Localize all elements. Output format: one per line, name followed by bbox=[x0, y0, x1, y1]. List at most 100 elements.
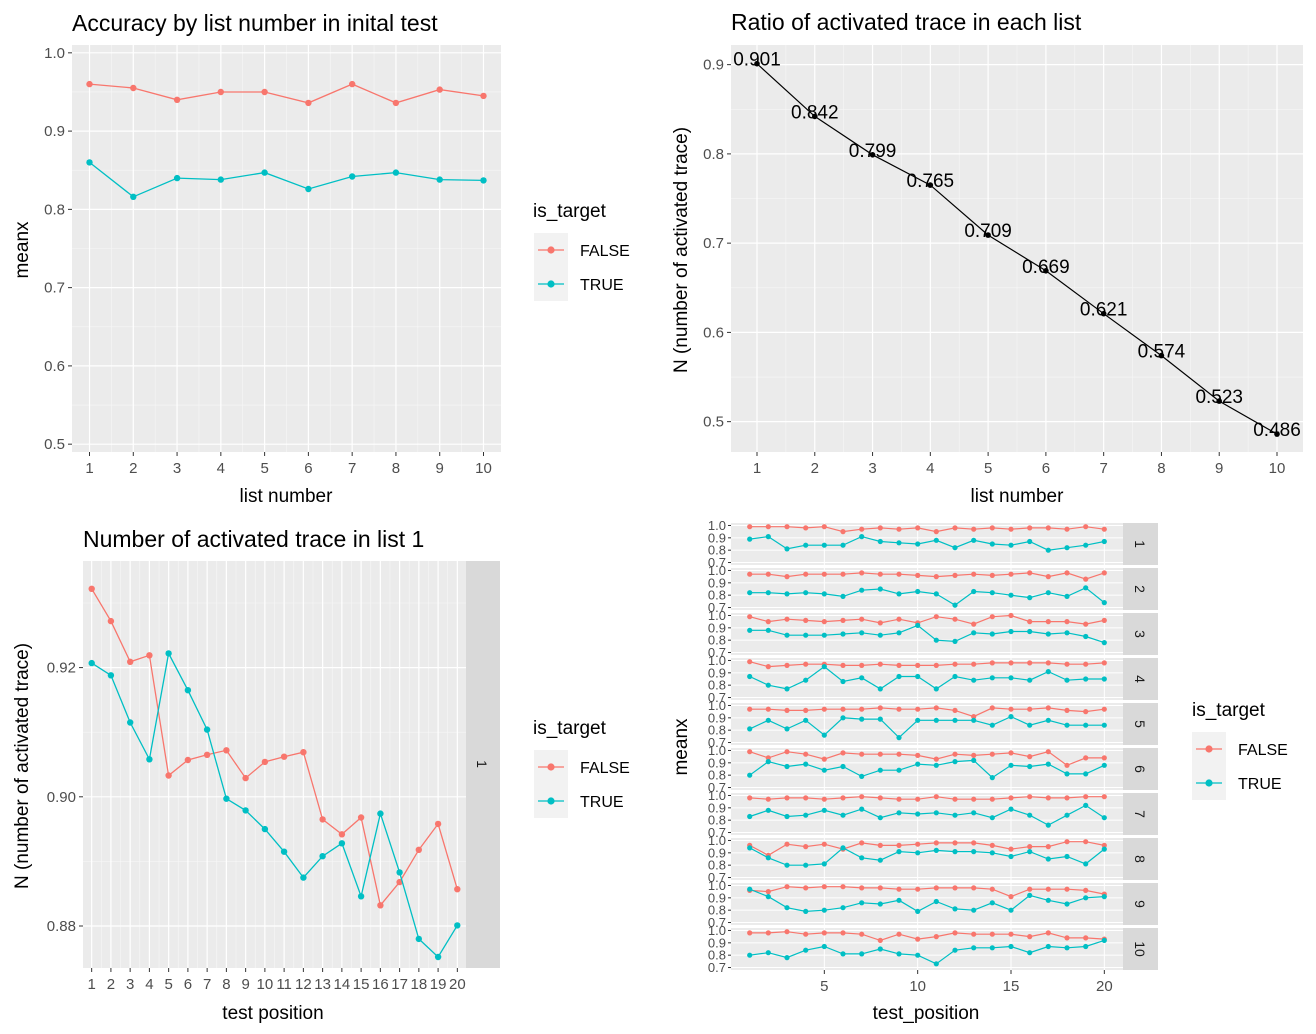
facet-3-false-point bbox=[803, 617, 809, 624]
facet-7-true-point bbox=[821, 807, 827, 813]
facet-1-y-tick-label: 0.9 bbox=[708, 530, 726, 545]
facet-8-true-point bbox=[747, 845, 753, 851]
accuracy-x-tick-label: 7 bbox=[348, 460, 356, 477]
accuracy-true-point bbox=[392, 169, 400, 176]
facet-10-true-point bbox=[952, 947, 958, 953]
facet-10-false-point bbox=[989, 931, 995, 937]
facet-4-false-point bbox=[915, 662, 921, 669]
facet-2-false-point bbox=[821, 571, 827, 577]
facet-5-false-point bbox=[1045, 705, 1051, 711]
facet-8-strip-label: 8 bbox=[1132, 855, 1148, 863]
facet-9-false-point bbox=[1064, 886, 1070, 892]
facet-6-strip-label: 6 bbox=[1132, 765, 1148, 773]
facet-9-y-tick-label: 0.9 bbox=[708, 890, 726, 905]
accuracy-false-point bbox=[392, 99, 400, 107]
accuracy-y-tick-label: 1.0 bbox=[44, 45, 65, 62]
facet-3-true-point bbox=[1101, 640, 1107, 646]
facet-1-false-point bbox=[952, 525, 958, 531]
accuracy-y-tick-label: 0.5 bbox=[44, 436, 65, 453]
facet-1-false-point bbox=[1064, 526, 1070, 532]
facet-7-true-point bbox=[896, 810, 902, 816]
facet-5-false-point bbox=[765, 706, 771, 712]
facet-3-false-point bbox=[952, 616, 958, 622]
facet-6-false-point bbox=[877, 751, 883, 757]
facet-10-false-point bbox=[803, 931, 809, 937]
accuracy-x-axis-label: list number bbox=[240, 486, 334, 507]
list1-true-point bbox=[146, 756, 153, 763]
facet-7-false-point bbox=[1045, 795, 1051, 801]
ratio-data-label: 0.709 bbox=[964, 221, 1012, 242]
facet-3-true-point bbox=[933, 637, 939, 643]
ratio-title: Ratio of activated trace in each list bbox=[731, 9, 1082, 35]
facet-1-strip bbox=[1123, 523, 1158, 565]
facet-6-true-point bbox=[1045, 761, 1051, 767]
list1-false-point bbox=[242, 774, 249, 782]
facet-4-true-point bbox=[971, 677, 977, 683]
list1-x-tick-label: 11 bbox=[276, 976, 292, 993]
facet-9-true-point bbox=[859, 900, 865, 906]
accuracy-x-tick-label: 5 bbox=[260, 460, 268, 477]
facet-6-false-point bbox=[933, 756, 939, 762]
facet-3-false-point bbox=[747, 614, 753, 620]
list1-x-tick-label: 14 bbox=[334, 976, 351, 993]
facet-chart: test_position meanx is_target FALSE TRUE… bbox=[671, 518, 1288, 1024]
list1-x-tick-label: 1 bbox=[87, 976, 95, 993]
facet-6-strip bbox=[1123, 748, 1158, 790]
facet-9-false-point bbox=[952, 885, 958, 891]
facet-2-true-point bbox=[840, 593, 846, 600]
facet-1-true-point bbox=[784, 546, 790, 552]
list1-true-point bbox=[338, 840, 346, 847]
facet-1-true-point bbox=[952, 545, 958, 551]
list1-true-point bbox=[319, 853, 326, 860]
accuracy-y-tick-label: 0.7 bbox=[44, 280, 65, 297]
facet-8-false-point bbox=[933, 840, 939, 846]
ratio-y-tick-label: 0.8 bbox=[703, 146, 724, 163]
facet-10-false-point bbox=[896, 931, 902, 937]
facet-3-strip-label: 3 bbox=[1132, 630, 1148, 638]
facet-8-true-point bbox=[821, 861, 827, 867]
facet-8-false-point bbox=[915, 841, 921, 847]
list1-x-tick-label: 17 bbox=[391, 976, 408, 993]
accuracy-true-point bbox=[480, 177, 487, 184]
ratio-x-axis-label: list number bbox=[971, 486, 1065, 507]
facet-1-true-point bbox=[915, 541, 921, 547]
accuracy-chart: Accuracy by list number in inital test l… bbox=[12, 10, 630, 507]
ratio-data-label: 0.669 bbox=[1022, 257, 1070, 278]
accuracy-true-line bbox=[89, 161, 484, 198]
facet-5-strip bbox=[1123, 703, 1158, 745]
facet-7-true-point bbox=[989, 815, 995, 821]
list1-true-point bbox=[280, 848, 288, 855]
facet-7-true-point bbox=[915, 811, 921, 817]
list1-true-point bbox=[396, 869, 403, 876]
facet-6-false-line bbox=[749, 751, 1105, 766]
list1-x-tick-label: 9 bbox=[241, 976, 249, 993]
facet-8-false-point bbox=[803, 844, 809, 850]
facet-x-tick-label: 10 bbox=[909, 978, 926, 995]
list1-true-point bbox=[223, 795, 230, 802]
facet-8-true-point bbox=[1064, 853, 1070, 860]
facet-5-true-point bbox=[933, 717, 939, 723]
accuracy-y-tick-label: 0.8 bbox=[44, 201, 65, 218]
facet-3-true-point bbox=[1027, 628, 1033, 635]
facet-3-y-tick-label: 0.8 bbox=[708, 633, 726, 648]
facet-7-false-point bbox=[1083, 794, 1089, 800]
facet-4-true-line bbox=[749, 665, 1105, 690]
facet-4-false-point bbox=[971, 661, 977, 667]
facet-4-true-point bbox=[933, 686, 939, 692]
facet-9-false-point bbox=[1008, 894, 1014, 900]
facet-1-y-tick-label: 1.0 bbox=[708, 518, 726, 533]
facet-10-false-point bbox=[971, 931, 977, 937]
facet-3-true-point bbox=[1045, 631, 1051, 637]
list1-x-tick-label: 12 bbox=[295, 976, 312, 993]
facet-1-true-point bbox=[1027, 538, 1033, 545]
facet-5-true-point bbox=[1101, 722, 1107, 728]
facet-7-false-point bbox=[765, 796, 771, 802]
facet-1-false-point bbox=[803, 525, 809, 531]
facet-8-true-point bbox=[933, 847, 939, 854]
facet-10-true-point bbox=[1045, 943, 1051, 950]
facet-1-true-point bbox=[859, 534, 865, 540]
facet-2-strip-label: 2 bbox=[1132, 585, 1148, 593]
facet-2-true-point bbox=[765, 590, 771, 596]
list1-false-point bbox=[377, 902, 384, 909]
facet-3-true-point bbox=[896, 630, 902, 636]
